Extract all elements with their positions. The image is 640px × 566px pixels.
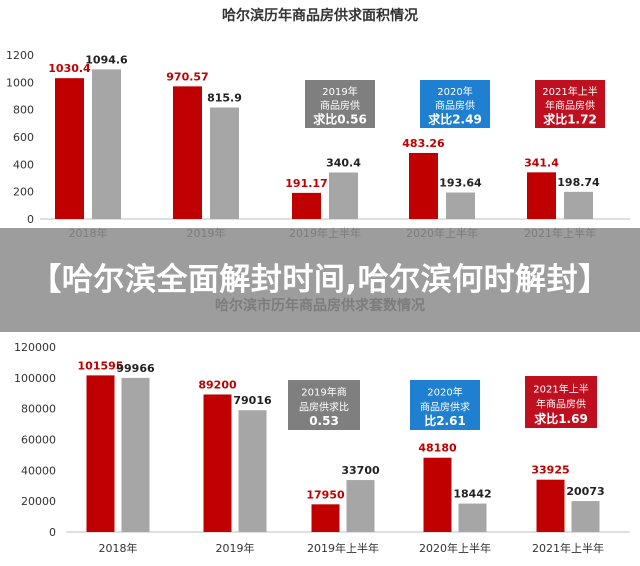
data-label: 1030.4 bbox=[48, 62, 91, 75]
y-tick-label: 1200 bbox=[6, 49, 34, 62]
bar bbox=[173, 86, 202, 219]
data-label: 970.57 bbox=[166, 70, 208, 83]
x-tick-label: 2019年上半年 bbox=[307, 541, 379, 555]
bar bbox=[55, 78, 84, 219]
supply-demand-units-chart: 哈尔滨市历年商品房供求套数情况0200004000060000800001000… bbox=[14, 297, 630, 555]
data-label: 79016 bbox=[233, 394, 272, 407]
annotation-text: 2020年 bbox=[437, 85, 472, 98]
x-tick-label: 2018年 bbox=[99, 541, 138, 555]
data-label: 341.4 bbox=[524, 156, 559, 169]
annotation-text: 2019年商 bbox=[301, 386, 346, 399]
data-label: 340.4 bbox=[326, 156, 361, 169]
banner-title: 【哈尔滨全面解封时间,哈尔滨何时解封】 bbox=[30, 262, 610, 298]
x-tick-label: 2019年 bbox=[216, 541, 255, 555]
y-tick-label: 0 bbox=[27, 213, 34, 226]
annotation-text: 商品房供 bbox=[435, 99, 475, 112]
y-tick-label: 0 bbox=[49, 526, 56, 539]
annotation-text: 求比1.72 bbox=[543, 111, 597, 126]
chart-title: 哈尔滨历年商品房供求面积情况 bbox=[222, 7, 418, 24]
data-label: 101595 bbox=[78, 359, 124, 372]
annotation-text: 2019年 bbox=[322, 85, 357, 98]
annotation-box bbox=[420, 80, 490, 128]
data-label: 99966 bbox=[116, 362, 155, 375]
bar bbox=[564, 191, 593, 219]
annotation-box bbox=[288, 380, 360, 430]
overlay-banner: 【哈尔滨全面解封时间,哈尔滨何时解封】 bbox=[0, 228, 640, 332]
annotation-box bbox=[525, 376, 597, 428]
annotation-text: 2020年 bbox=[427, 386, 462, 399]
bar bbox=[409, 152, 438, 219]
annotation-box bbox=[535, 80, 605, 128]
annotation-text: 比2.61 bbox=[424, 413, 466, 428]
annotation-text: 求比1.69 bbox=[534, 411, 588, 426]
bar bbox=[423, 457, 452, 532]
data-label: 191.17 bbox=[285, 177, 327, 190]
annotation-box bbox=[305, 80, 375, 128]
data-label: 193.64 bbox=[439, 177, 482, 190]
data-label: 198.74 bbox=[557, 176, 600, 189]
y-tick-label: 20000 bbox=[21, 495, 56, 508]
y-tick-label: 200 bbox=[13, 186, 34, 199]
annotation-box bbox=[410, 380, 480, 430]
annotation-text: 品房供求比 bbox=[299, 400, 349, 413]
bar bbox=[311, 504, 340, 532]
y-tick-label: 60000 bbox=[21, 434, 56, 447]
annotation-text: 2021年上半 bbox=[533, 382, 588, 395]
annotation-text: 年商品房供 bbox=[545, 99, 595, 112]
bar bbox=[446, 192, 475, 219]
bar bbox=[292, 192, 321, 219]
y-tick-label: 100000 bbox=[14, 372, 56, 385]
bar bbox=[458, 503, 487, 532]
data-label: 20073 bbox=[566, 485, 604, 498]
y-tick-label: 800 bbox=[13, 104, 34, 117]
y-tick-label: 80000 bbox=[21, 403, 56, 416]
y-tick-label: 400 bbox=[13, 158, 34, 171]
annotation-text: 商品房供求 bbox=[420, 400, 470, 413]
bar bbox=[571, 501, 600, 532]
bar bbox=[86, 375, 115, 532]
annotation-text: 求比0.56 bbox=[313, 111, 367, 126]
data-label: 18442 bbox=[453, 488, 491, 501]
y-tick-label: 120000 bbox=[14, 341, 56, 354]
data-label: 33700 bbox=[341, 464, 380, 477]
data-label: 33925 bbox=[531, 464, 569, 477]
data-label: 483.26 bbox=[402, 137, 445, 150]
bar bbox=[203, 394, 232, 532]
annotation-text: 求比2.49 bbox=[428, 111, 482, 126]
bar bbox=[527, 172, 556, 219]
supply-demand-area-chart: 哈尔滨历年商品房供求面积情况 0 200 400 600 800 1000 1200 1030.… bbox=[6, 7, 630, 240]
y-tick-label: 1000 bbox=[6, 76, 34, 89]
annotation-text: 商品房供 bbox=[320, 99, 360, 112]
data-label: 89200 bbox=[198, 378, 237, 391]
x-tick-label: 2020年上半年 bbox=[419, 541, 491, 555]
y-tick-label: 600 bbox=[13, 131, 34, 144]
bar bbox=[210, 107, 239, 219]
bar bbox=[92, 69, 121, 219]
annotation-text: 0.53 bbox=[309, 414, 339, 428]
annotation-text: 年商品房供 bbox=[536, 398, 586, 411]
bar bbox=[346, 480, 375, 532]
bar bbox=[329, 172, 358, 219]
data-label: 17950 bbox=[306, 488, 345, 501]
bar bbox=[238, 410, 267, 532]
annotation-text: 2021年上半 bbox=[542, 85, 597, 98]
y-tick-label: 40000 bbox=[21, 464, 56, 477]
bar bbox=[536, 479, 565, 532]
x-tick-label: 2021年上半年 bbox=[532, 541, 604, 555]
bar bbox=[121, 377, 150, 532]
data-label: 1094.6 bbox=[85, 53, 128, 66]
data-label: 815.9 bbox=[207, 91, 242, 104]
data-label: 48180 bbox=[418, 442, 457, 455]
